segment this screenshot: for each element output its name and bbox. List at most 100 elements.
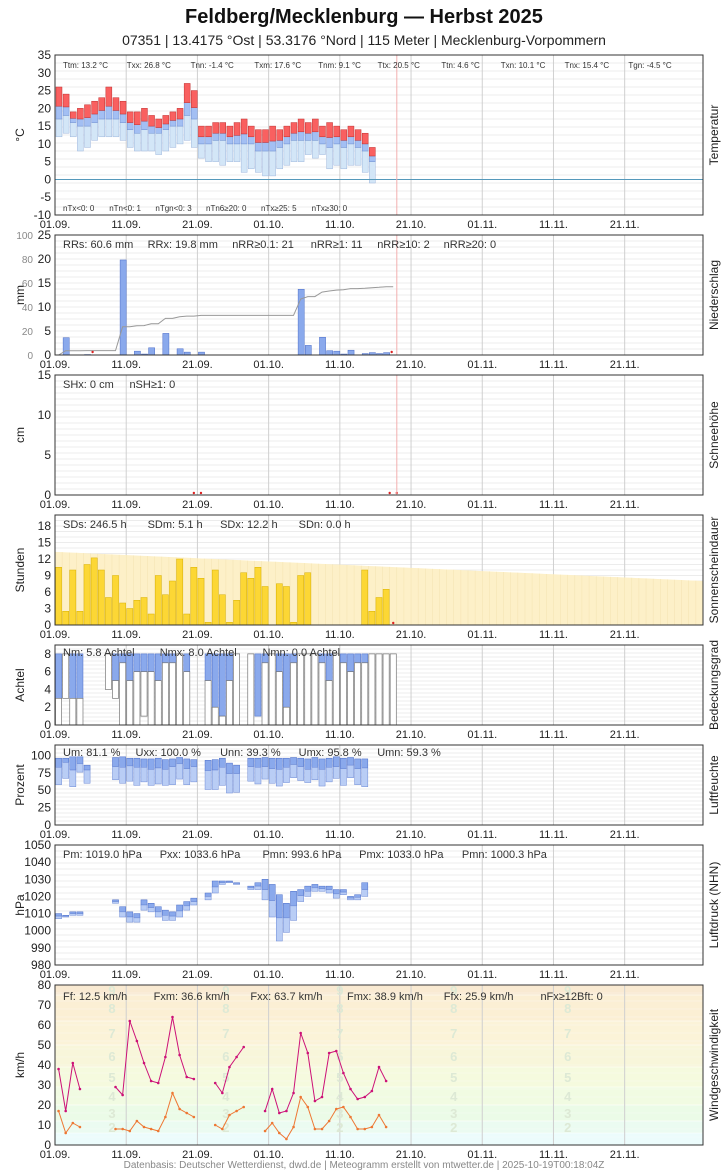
- cloud-mean-bar: [290, 662, 297, 726]
- cloud-x-tick-label: 01.09.: [40, 729, 71, 741]
- wind-y-tick-label: 70: [38, 998, 52, 1012]
- beaufort-label: 6: [450, 1049, 457, 1064]
- humidity-y-tick-label: 100: [31, 748, 51, 762]
- cloud-mean-bar: [112, 680, 119, 699]
- sunshine-bar: [382, 589, 390, 626]
- humidity-lower-bar: [183, 768, 191, 785]
- humidity-upper-bar: [233, 764, 240, 774]
- pressure-upper-bar: [69, 911, 77, 914]
- snow-y-axis-label: cm: [13, 427, 27, 443]
- beaufort-label: 9: [222, 983, 229, 998]
- wind-stats: Ff: 12.5 km/h Fxm: 36.6 km/h Fxx: 63.7 km/…: [63, 991, 603, 1003]
- precip-bar: [119, 259, 127, 356]
- humidity-stat: Uxx: 100.0 %: [136, 747, 202, 759]
- tmin-bar: [283, 143, 291, 166]
- wind-stat: nFx≥12Bft: 0: [540, 991, 602, 1003]
- pressure-lower-bar: [226, 881, 233, 883]
- pressure-upper-bar: [133, 913, 141, 919]
- tmin-bar: [55, 118, 63, 138]
- beaufort-label: 7: [336, 1026, 343, 1041]
- humidity-upper-bar: [361, 758, 369, 769]
- pressure-upper-bar: [176, 904, 183, 912]
- tmin-bar: [248, 143, 255, 170]
- wind-x-tick-label: 21.11.: [610, 1149, 640, 1160]
- sunshine-bar: [112, 575, 119, 626]
- tmax-bar: [183, 83, 191, 103]
- humidity-lower-bar: [119, 767, 126, 784]
- humidity-upper-bar: [304, 758, 312, 770]
- tmean-bar: [98, 110, 105, 120]
- tmean-bar: [340, 140, 348, 148]
- cloud-stat: Nm: 5.8 Achtel: [63, 647, 135, 659]
- pressure-lower-bar: [69, 913, 77, 916]
- tmean-bar: [369, 155, 376, 162]
- beaufort-label: 3: [222, 1106, 229, 1121]
- precipitation-y-axis-label: mm: [13, 285, 27, 305]
- beaufort-label: 9: [336, 983, 343, 998]
- precip-bar: [304, 345, 312, 356]
- tmean-bar: [304, 132, 312, 141]
- humidity-lower-bar: [176, 763, 183, 780]
- wind-y-tick-label: 10: [38, 1118, 52, 1132]
- beaufort-band: [55, 1121, 703, 1133]
- beaufort-label: 8: [450, 1001, 457, 1016]
- tmin-bar: [84, 125, 91, 148]
- tmin-bar: [77, 125, 84, 152]
- tmax-bar: [112, 97, 120, 111]
- page-title: Feldberg/Mecklenburg — Herbst 2025: [185, 6, 543, 28]
- beaufort-label: 4: [336, 1089, 344, 1104]
- pressure-upper-bar: [147, 903, 155, 908]
- pressure-x-tick-label: 21.10.: [396, 969, 427, 981]
- sunshine-y-tick-label: 18: [38, 519, 52, 533]
- humidity-lower-bar: [254, 767, 262, 785]
- pressure-y-tick-label: 990: [31, 941, 51, 955]
- humidity-lower-bar: [340, 768, 347, 786]
- precip-bar: [148, 347, 155, 356]
- humidity-lower-bar: [226, 773, 233, 794]
- pressure-lower-bar: [55, 915, 62, 919]
- cloud-mean-bar: [55, 697, 62, 726]
- pressure-lower-bar: [247, 887, 255, 890]
- pressure-lower-bar: [354, 897, 361, 901]
- beaufort-band: [55, 1087, 703, 1105]
- humidity-lower-bar: [190, 766, 198, 783]
- beaufort-label: 8: [222, 1001, 229, 1016]
- cloud-mean-bar: [169, 662, 176, 726]
- cloud-mean-bar: [311, 653, 319, 726]
- tmin-bar: [290, 140, 298, 162]
- pressure-upper-bar: [297, 889, 304, 896]
- tmax-bar: [91, 100, 98, 115]
- cloud-max-bar: [211, 653, 219, 708]
- cloud-mean-bar: [375, 653, 383, 726]
- humidity-upper-bar: [211, 759, 219, 771]
- sunshine-bar: [240, 572, 248, 626]
- humidity-y-tick-label: 25: [38, 801, 52, 815]
- precip-bar: [326, 350, 333, 356]
- precip-bar: [176, 348, 184, 356]
- cloud-x-tick-label: 21.10.: [396, 729, 427, 741]
- precipitation-x-tick-label: 21.09.: [182, 359, 213, 371]
- humidity-lower-bar: [354, 768, 361, 785]
- cloud-max-bar: [55, 653, 62, 699]
- pressure-upper-bar: [55, 913, 62, 917]
- wind-y-tick-label: 50: [38, 1038, 52, 1052]
- humidity-upper-bar: [325, 757, 333, 768]
- humidity-upper-bar: [83, 764, 91, 771]
- tmax-bar: [55, 86, 63, 107]
- pressure-y-tick-label: 980: [31, 958, 51, 972]
- cloud-x-tick-label: 21.09.: [182, 729, 213, 741]
- tmean-bar: [283, 136, 291, 145]
- beaufort-label: 3: [108, 1106, 115, 1121]
- cloud-y-tick-label: 8: [44, 647, 51, 661]
- tmean-bar: [191, 107, 198, 120]
- beaufort-band: [55, 1133, 703, 1145]
- temperature-x-tick-label: 01.10.: [253, 219, 284, 231]
- pressure-upper-bar: [183, 901, 191, 907]
- precip-sum-tick-label: 0: [27, 351, 33, 362]
- humidity-upper-bar: [226, 762, 233, 774]
- precipitation-y-tick-label: 5: [44, 324, 51, 338]
- pressure-lower-bar: [283, 917, 290, 933]
- wind-x-tick-label: 11.10.: [325, 1149, 355, 1160]
- sunshine-bar: [304, 572, 312, 626]
- pressure-upper-bar: [261, 879, 269, 890]
